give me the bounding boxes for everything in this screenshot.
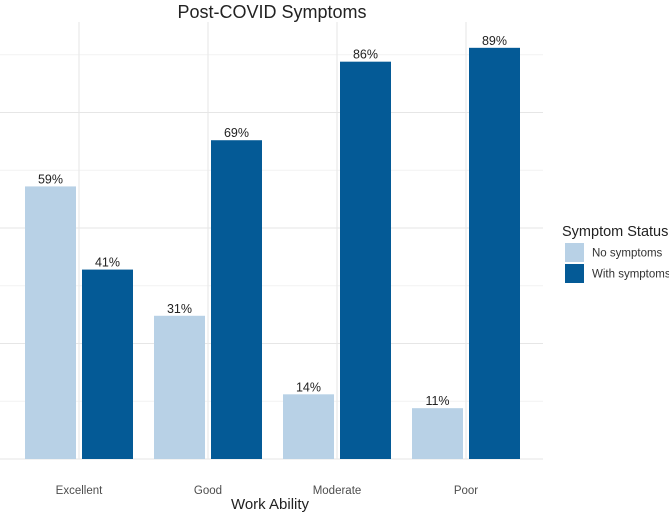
legend: Symptom Status No symptoms With symptoms [562, 224, 669, 283]
bar-with-symptoms [340, 61, 391, 460]
bar-with-symptoms [469, 47, 520, 459]
x-tick-label: Excellent [56, 485, 103, 497]
bar-no-symptoms [25, 186, 76, 460]
bar-data-label: 86% [353, 48, 378, 62]
legend-title: Symptom Status [562, 224, 668, 240]
bar-data-label: 14% [296, 380, 321, 394]
data-labels: 59% 41% 31% 69% 14% 86% 11% 89% [38, 34, 507, 408]
bar-data-label: 31% [167, 302, 192, 316]
legend-swatch-no-symptoms [565, 243, 584, 262]
bar-no-symptoms [412, 408, 463, 459]
bar-data-label: 69% [224, 126, 249, 140]
x-axis-ticks: Excellent Good Moderate Poor [56, 485, 479, 497]
bar-no-symptoms [154, 315, 205, 459]
x-tick-label: Moderate [313, 485, 362, 497]
bar-with-symptoms [82, 269, 133, 459]
legend-swatch-with-symptoms [565, 264, 584, 283]
bar-with-symptoms [211, 140, 262, 459]
gridlines [0, 22, 543, 460]
x-tick-label: Good [194, 485, 222, 497]
x-tick-label: Poor [454, 485, 478, 497]
legend-label-with-symptoms: With symptoms [592, 269, 669, 281]
chart-title: Post-COVID Symptoms [177, 2, 366, 22]
bar-data-label: 89% [482, 34, 507, 48]
bar-data-label: 41% [95, 256, 120, 270]
bars [25, 47, 520, 460]
bar-data-label: 59% [38, 172, 63, 186]
x-axis-title: Work Ability [231, 496, 310, 513]
bar-data-label: 11% [425, 394, 449, 408]
bar-no-symptoms [283, 394, 334, 459]
legend-label-no-symptoms: No symptoms [592, 248, 663, 260]
